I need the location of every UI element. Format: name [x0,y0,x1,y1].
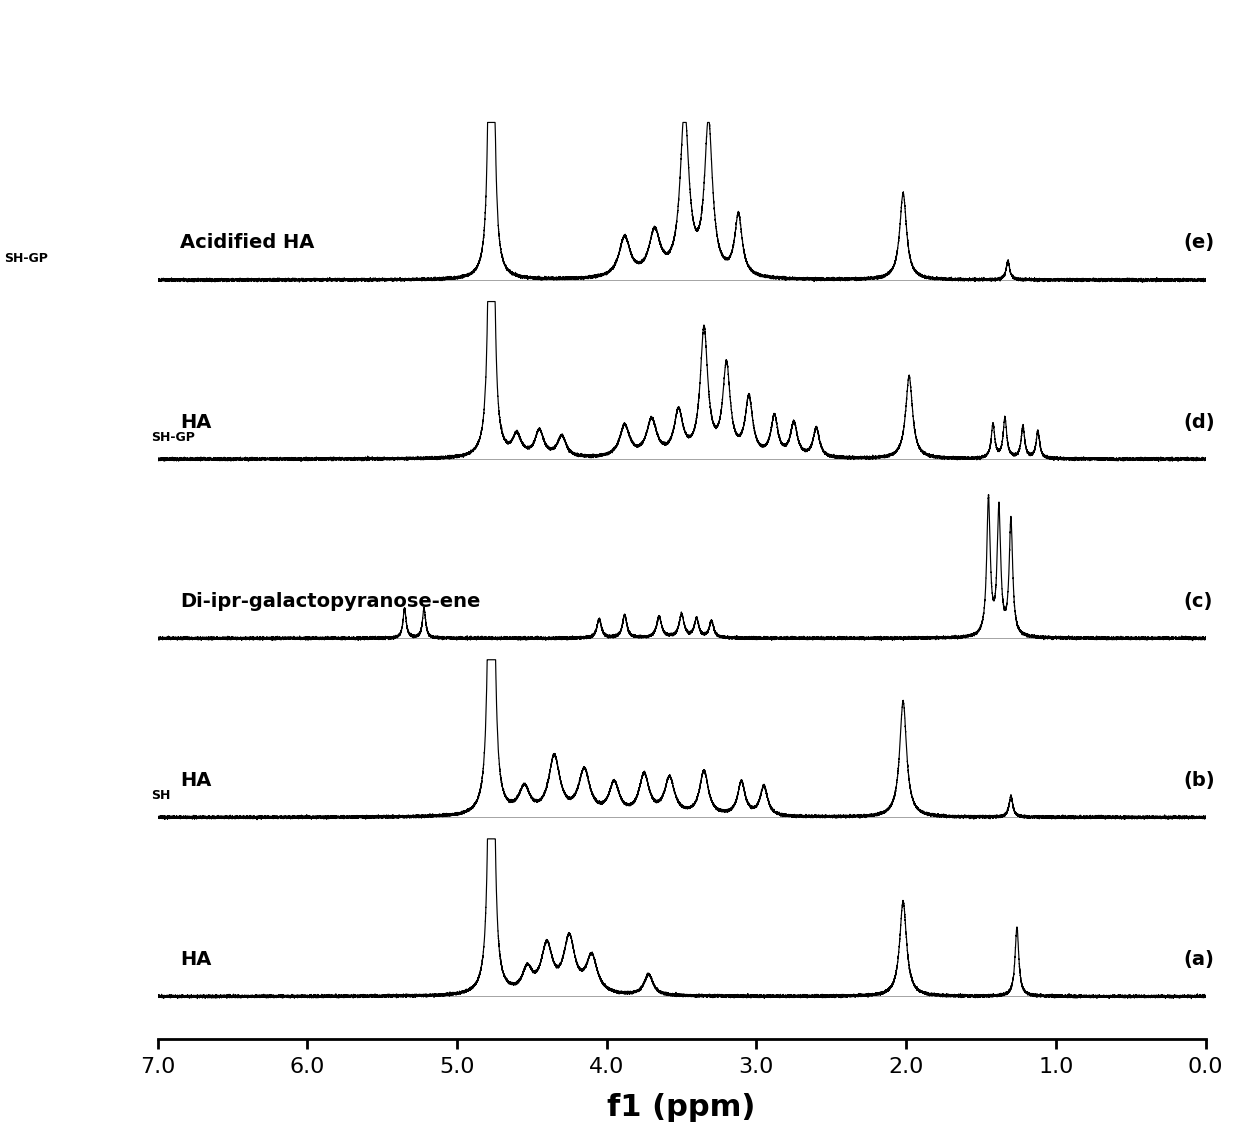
Text: (d): (d) [1183,412,1215,432]
Text: (e): (e) [1183,233,1214,253]
Text: (a): (a) [1183,950,1214,969]
Text: HA: HA [180,771,211,789]
Text: (b): (b) [1183,771,1215,789]
Text: HA: HA [180,950,211,969]
X-axis label: f1 (ppm): f1 (ppm) [608,1093,755,1122]
Text: SH-GP: SH-GP [150,432,195,444]
Text: SH: SH [150,789,170,803]
Text: HA: HA [180,412,211,432]
Text: Acidified HA: Acidified HA [180,233,315,253]
Text: Di-ipr-galactopyranose-ene: Di-ipr-galactopyranose-ene [180,591,480,611]
Text: (c): (c) [1183,591,1213,611]
Text: SH-GP: SH-GP [4,252,48,265]
